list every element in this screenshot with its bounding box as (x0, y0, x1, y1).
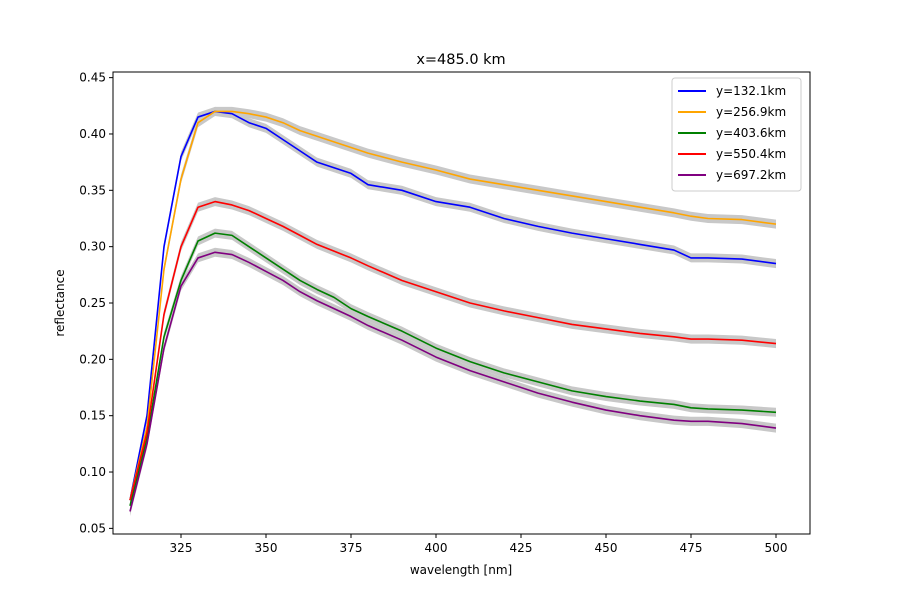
legend-label: y=132.1km (716, 84, 786, 98)
y-tick-label: 0.15 (79, 409, 106, 423)
legend-label: y=697.2km (716, 168, 786, 182)
legend-label: y=403.6km (716, 126, 786, 140)
x-axis-title: wavelength [nm] (410, 563, 512, 577)
x-tick-label: 325 (170, 541, 193, 555)
uncertainty-bands (130, 106, 776, 516)
legend-box (671, 77, 802, 192)
x-tick-label: 350 (255, 541, 278, 555)
series-line-3 (129, 232, 777, 507)
series-line-1 (129, 110, 777, 501)
x-tick-label: 450 (595, 541, 618, 555)
y-axis-ticks: 0.05 0.10 0.15 0.20 0.25 0.30 0.35 0.40 0.45 (79, 71, 113, 535)
y-tick-label: 0.45 (79, 71, 106, 85)
x-tick-label: 475 (680, 541, 703, 555)
y-tick-label: 0.05 (79, 521, 106, 535)
x-tick-label: 500 (765, 541, 788, 555)
x-tick-label: 400 (425, 541, 448, 555)
series-lines (129, 110, 777, 512)
series-line-4 (129, 200, 777, 501)
y-axis-title: reflectance (53, 269, 67, 336)
y-tick-label: 0.10 (79, 465, 106, 479)
x-axis-ticks: 325 350 375 400 425 450 475 500 (170, 534, 788, 555)
series-band-2 (130, 106, 776, 505)
y-tick-label: 0.25 (79, 296, 106, 310)
series-line-5 (129, 251, 777, 512)
y-tick-label: 0.35 (79, 183, 106, 197)
y-tick-label: 0.30 (79, 240, 106, 254)
x-tick-label: 375 (340, 541, 363, 555)
series-line-2 (129, 110, 777, 501)
chart-title: x=485.0 km (416, 52, 505, 68)
y-tick-label: 0.20 (79, 352, 106, 366)
legend: y=132.1km y=256.9km y=403.6km y=550.4km y=69… (671, 77, 802, 192)
legend-label: y=550.4km (716, 147, 786, 161)
legend-label: y=256.9km (716, 105, 786, 119)
y-tick-label: 0.40 (79, 127, 106, 141)
x-tick-label: 425 (510, 541, 533, 555)
